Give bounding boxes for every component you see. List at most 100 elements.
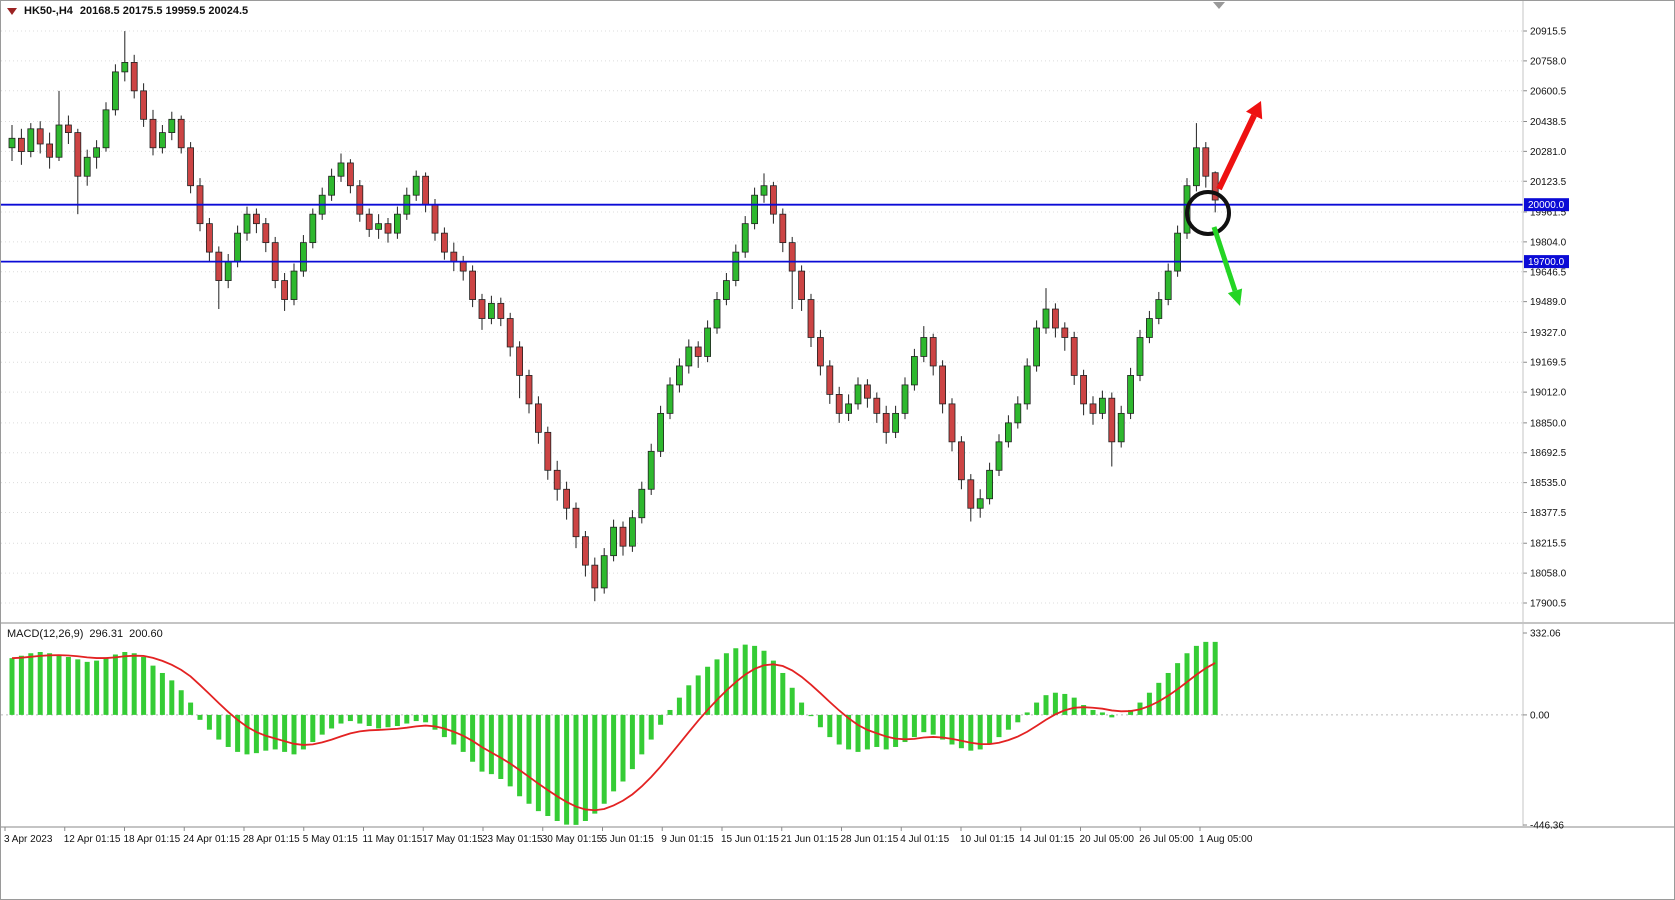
symbol-timeframe-label: HK50-,H4 [24, 5, 73, 17]
candle-body [487, 302, 495, 319]
candle-body [1155, 299, 1163, 319]
candle-body [882, 412, 890, 433]
candle-body [299, 242, 307, 272]
macd-indicator-label: MACD(12,26,9) [7, 628, 84, 640]
candle-body [93, 147, 100, 158]
price-tick-label: 17900.5 [1530, 599, 1567, 610]
time-tick-label: 10 Jul 01:15 [960, 834, 1015, 845]
candle-body [892, 412, 899, 433]
bullish-arrow-annotation[interactable] [1216, 114, 1257, 191]
chart-shift-marker-icon[interactable] [1213, 2, 1225, 9]
candle-body [177, 118, 185, 149]
candle-body [732, 251, 740, 281]
annotations-layer[interactable] [1185, 101, 1263, 306]
horizontal-level-lines[interactable]: 20000.0 19700.0 [1, 198, 1569, 269]
price-tick-label: 19489.0 [1530, 297, 1567, 308]
price-level-badge [1524, 255, 1569, 269]
candle-body [1023, 365, 1031, 405]
candle-body [864, 384, 871, 399]
candle-body [8, 137, 16, 149]
candle-body [243, 213, 251, 234]
candle-body [27, 128, 35, 152]
candle-body [854, 384, 862, 405]
candle-body [798, 270, 805, 300]
candle-body [544, 431, 552, 471]
time-tick-label: 28 Apr 01:15 [243, 834, 300, 845]
time-tick-label: 20 Jul 05:00 [1080, 834, 1135, 845]
time-tick-label: 18 Apr 01:15 [124, 834, 181, 845]
candle-body [384, 223, 392, 234]
candle-body [638, 488, 646, 519]
price-axis: 20915.5 20758.0 20600.5 20438.5 20281.0 20123… [1523, 27, 1567, 610]
candle-body [140, 90, 148, 120]
candle-body [873, 397, 881, 414]
candle-body [450, 251, 458, 263]
macd-label-row: MACD(12,26,9) 296.31 200.60 [7, 628, 163, 640]
macd-tick-label: 332.06 [1530, 629, 1561, 640]
price-level-badge [1524, 198, 1569, 212]
ohlc-readout: 20168.5 20175.5 19959.5 20024.5 [79, 5, 249, 17]
candle-body [1202, 147, 1210, 177]
candle-body [1146, 318, 1153, 338]
candle-body [337, 162, 345, 177]
candle-body [911, 356, 918, 386]
candle-body [440, 232, 448, 253]
macd-signal-line [11, 654, 1216, 812]
price-tick-label: 18535.0 [1530, 478, 1567, 489]
candle-body [469, 270, 477, 300]
candle-body [290, 270, 298, 300]
candle-body [55, 124, 63, 158]
bearish-arrow-annotation[interactable] [1211, 226, 1238, 292]
candle-body [46, 143, 53, 158]
time-tick-label: 21 Jun 01:15 [781, 834, 839, 845]
pane-separators [1, 1, 1674, 828]
bullish-arrow-annotation-head [1245, 101, 1263, 120]
time-tick-label: 12 Apr 01:15 [64, 834, 121, 845]
candle-body [431, 204, 439, 234]
candle-body [1052, 308, 1059, 329]
macd-signal-value: 200.60 [129, 628, 163, 640]
candle-body [375, 223, 383, 230]
symbol-dropdown-icon[interactable] [7, 7, 17, 15]
time-tick-label: 14 Jul 01:15 [1020, 834, 1075, 845]
candle-body [224, 261, 232, 281]
macd-tick-label: -446.36 [1530, 821, 1564, 832]
candle-body [817, 337, 824, 367]
candle-body [770, 185, 777, 215]
candle-body [929, 337, 937, 367]
candles-layer [8, 31, 1219, 602]
candle-body [572, 507, 580, 538]
macd-pane: 332.06 0.00 -446.36 [1, 629, 1564, 832]
time-axis: 3 Apr 2023 12 Apr 01:15 18 Apr 01:15 24 Apr… [4, 827, 1253, 845]
candle-body [121, 61, 129, 73]
price-tick-label: 19169.5 [1530, 358, 1567, 369]
candle-body [779, 213, 787, 244]
time-tick-label: 17 May 01:15 [422, 834, 483, 845]
candle-body [262, 223, 270, 244]
candle-body [74, 132, 82, 177]
candle-body [1042, 308, 1050, 329]
candle-body [676, 365, 683, 386]
candle-body [365, 213, 373, 230]
candle-body [976, 498, 984, 509]
price-level-badge-label: 19700.0 [1528, 257, 1565, 268]
candle-body [187, 147, 195, 187]
candle-body [760, 185, 768, 196]
candle-body [666, 384, 674, 414]
candle-body [1108, 397, 1116, 443]
candle-body [83, 156, 91, 177]
highlight-circle-annotation[interactable] [1185, 190, 1231, 236]
candle-body [102, 109, 110, 149]
price-tick-label: 19327.0 [1530, 328, 1567, 339]
candle-body [958, 441, 965, 481]
time-tick-label: 24 Apr 01:15 [183, 834, 240, 845]
candle-body [1117, 412, 1125, 443]
time-tick-label: 5 Jun 01:15 [602, 834, 655, 845]
candle-body [516, 346, 523, 376]
candle-body [168, 118, 176, 133]
candle-body [112, 71, 119, 111]
candle-body [685, 346, 693, 367]
time-tick-label: 1 Aug 05:00 [1199, 834, 1253, 845]
candle-body [356, 185, 364, 215]
